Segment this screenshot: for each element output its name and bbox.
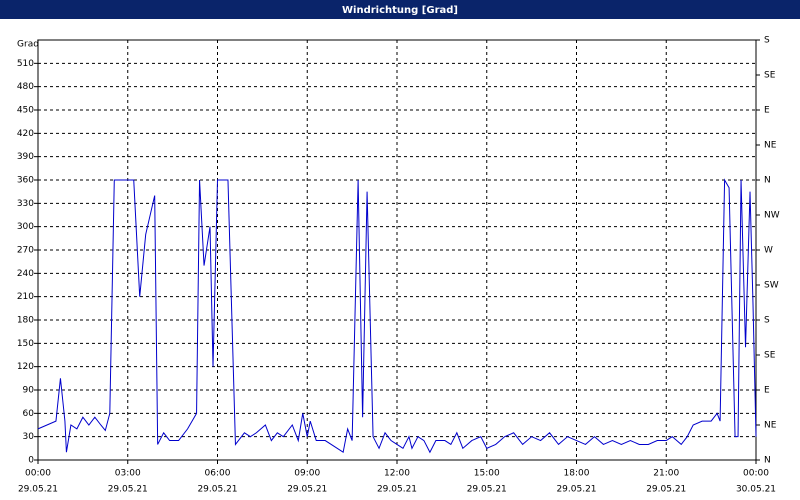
y-tick-label: 270 (17, 246, 34, 256)
x-tick-label: 06:00 (205, 469, 231, 479)
y2-tick-label: SE (764, 351, 776, 361)
x-tick-label: 15:00 (474, 469, 500, 479)
x-tick-date: 29.05.21 (287, 485, 327, 495)
x-tick-label: 09:00 (294, 469, 320, 479)
y-tick-label: 330 (17, 199, 34, 209)
x-tick-date: 29.05.21 (377, 485, 417, 495)
y2-tick-label: S (764, 36, 770, 46)
chart-title: Windrichtung [Grad] (342, 5, 458, 16)
y-tick-label: 210 (17, 292, 34, 302)
x-tick-date: 30.05.21 (736, 485, 776, 495)
y-tick-label: 60 (23, 409, 35, 419)
y-tick-label: 240 (17, 269, 34, 279)
y-tick-label: 150 (17, 339, 34, 349)
y-tick-label: 180 (17, 316, 34, 326)
y2-tick-label: N (764, 456, 771, 466)
x-tick-date: 29.05.21 (556, 485, 596, 495)
title-bar (0, 0, 800, 19)
x-tick-label: 21:00 (653, 469, 679, 479)
x-tick-date: 29.05.21 (467, 485, 507, 495)
y-tick-label: 450 (17, 106, 34, 116)
y-tick-label: 510 (17, 59, 34, 69)
y-tick-label: 420 (17, 129, 34, 139)
y2-tick-label: NW (764, 211, 780, 221)
y-tick-label: 0 (28, 456, 34, 466)
x-tick-date: 29.05.21 (197, 485, 237, 495)
y2-tick-label: W (764, 246, 773, 256)
y2-tick-label: E (764, 106, 770, 116)
x-tick-label: 03:00 (115, 469, 141, 479)
x-tick-date: 29.05.21 (18, 485, 58, 495)
x-tick-label: 18:00 (564, 469, 590, 479)
y-tick-label: 390 (17, 152, 34, 162)
y-tick-label: 120 (17, 362, 34, 372)
y2-tick-label: NE (764, 421, 777, 431)
y-tick-label: 300 (17, 222, 34, 232)
y2-tick-label: N (764, 176, 771, 186)
y-tick-label: 30 (23, 432, 35, 442)
y2-tick-label: S (764, 316, 770, 326)
y2-tick-label: E (764, 386, 770, 396)
y-tick-label: 480 (17, 82, 34, 92)
x-tick-label: 00:00 (743, 469, 769, 479)
y-axis-label: Grad (17, 40, 39, 50)
y2-tick-label: SE (764, 71, 776, 81)
y-tick-label: 360 (17, 176, 34, 186)
x-tick-label: 00:00 (25, 469, 51, 479)
y2-tick-label: NE (764, 141, 777, 151)
y2-tick-label: SW (764, 281, 779, 291)
x-tick-label: 12:00 (384, 469, 410, 479)
x-tick-date: 29.05.21 (108, 485, 148, 495)
x-tick-date: 29.05.21 (646, 485, 686, 495)
data-line (37, 178, 757, 454)
y-tick-label: 90 (23, 386, 35, 396)
